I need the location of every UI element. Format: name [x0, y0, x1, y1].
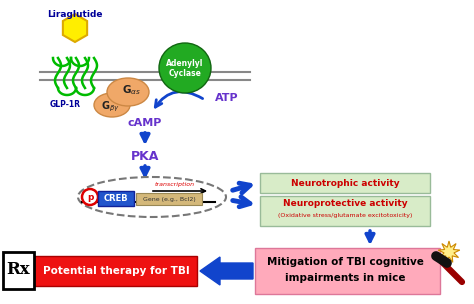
- Polygon shape: [200, 257, 253, 285]
- Ellipse shape: [94, 93, 130, 117]
- Text: impairments in mice: impairments in mice: [285, 273, 405, 283]
- Text: Rx: Rx: [6, 261, 30, 278]
- FancyBboxPatch shape: [136, 193, 202, 205]
- Ellipse shape: [107, 78, 149, 106]
- Text: G$_{\beta\gamma}$: G$_{\beta\gamma}$: [100, 100, 119, 114]
- FancyBboxPatch shape: [255, 248, 440, 294]
- Text: Adenylyl: Adenylyl: [166, 58, 204, 67]
- Text: cAMP: cAMP: [128, 118, 162, 128]
- Ellipse shape: [159, 43, 211, 93]
- Text: ATP: ATP: [215, 93, 238, 103]
- FancyBboxPatch shape: [98, 191, 134, 206]
- Text: Neurotrophic activity: Neurotrophic activity: [291, 178, 399, 188]
- FancyBboxPatch shape: [260, 173, 430, 193]
- Circle shape: [82, 189, 98, 205]
- Polygon shape: [438, 241, 460, 262]
- Text: (Oxidative stress/glutamate excitotoxicity): (Oxidative stress/glutamate excitotoxici…: [278, 213, 412, 219]
- Text: CREB: CREB: [104, 194, 128, 203]
- Text: Potential therapy for TBI: Potential therapy for TBI: [43, 266, 190, 276]
- FancyBboxPatch shape: [260, 196, 430, 226]
- Text: transcription: transcription: [155, 182, 195, 187]
- Text: Mitigation of TBI cognitive: Mitigation of TBI cognitive: [266, 257, 423, 267]
- Text: Gene (e.g., Bcl2): Gene (e.g., Bcl2): [143, 196, 195, 202]
- Text: PKA: PKA: [131, 150, 159, 163]
- Text: G$_{\alpha s}$: G$_{\alpha s}$: [122, 83, 142, 97]
- Text: GLP-1R: GLP-1R: [50, 100, 81, 109]
- FancyBboxPatch shape: [3, 252, 34, 289]
- Text: Liraglutide: Liraglutide: [47, 10, 103, 19]
- Polygon shape: [63, 14, 87, 42]
- FancyBboxPatch shape: [34, 256, 197, 286]
- Text: p: p: [87, 192, 93, 202]
- Text: Neuroprotective activity: Neuroprotective activity: [283, 199, 407, 209]
- Text: Cyclase: Cyclase: [169, 70, 201, 78]
